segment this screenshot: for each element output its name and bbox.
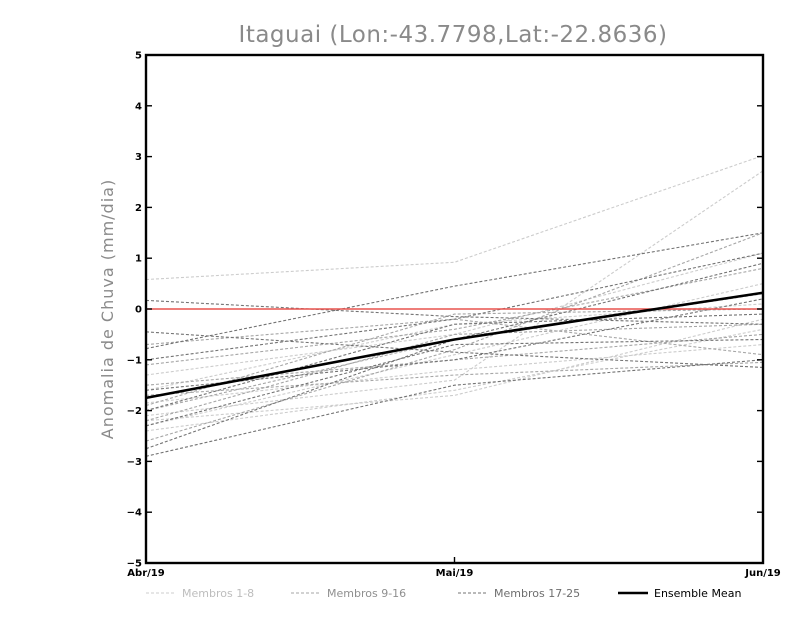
series-line-m13 xyxy=(145,318,764,356)
series-line-m18 xyxy=(145,232,764,350)
plot-area: −5 −4 −3 −2 −1 0 1 2 3 4 5 Abr/19 Mai/19 Jun/19 xyxy=(127,51,781,580)
y-tick-label: 5 xyxy=(135,51,142,62)
series-line-m5 xyxy=(145,344,764,404)
y-tick-label: 1 xyxy=(135,254,142,265)
y-tick-label: 4 xyxy=(135,101,142,112)
series-line-m19 xyxy=(145,359,764,457)
series-line-m4 xyxy=(145,328,764,432)
y-tick-label: −5 xyxy=(127,559,142,570)
series-line-m20 xyxy=(145,331,764,368)
legend-label-4: Ensemble Mean xyxy=(654,587,741,600)
y-tick-label: −1 xyxy=(127,355,142,366)
series-line-m22 xyxy=(145,262,764,450)
series-line-m24 xyxy=(145,298,764,391)
series-line-m15 xyxy=(145,323,764,422)
series-line-m9 xyxy=(145,267,764,366)
series-line-m16 xyxy=(145,361,764,396)
series-line-m17 xyxy=(145,299,764,325)
y-tick-label: −3 xyxy=(127,457,142,468)
legend-label-3: Membros 17-25 xyxy=(494,587,580,600)
series-line-m21 xyxy=(145,252,764,361)
x-tick-label: Jun/19 xyxy=(744,568,781,579)
series-line-m25 xyxy=(145,338,764,427)
legend-label-1: Membros 1-8 xyxy=(182,587,254,600)
legend-label-2: Membros 9-16 xyxy=(327,587,406,600)
series-line-m6 xyxy=(145,318,764,422)
y-tick-label: 0 xyxy=(135,305,142,316)
chart-title: Itaguai (Lon:-43.7798,Lat:-22.8636) xyxy=(239,22,668,48)
y-tick-label: −4 xyxy=(127,508,142,519)
y-tick-label: 3 xyxy=(135,152,142,163)
y-tick-label: 2 xyxy=(135,203,142,214)
series-line-m1 xyxy=(145,155,764,281)
series-line-m23 xyxy=(145,313,764,412)
series-line-m2 xyxy=(145,170,764,417)
series-line-m11 xyxy=(145,232,764,442)
x-tick-label: Abr/19 xyxy=(127,568,164,579)
series-line-m14 xyxy=(145,308,764,407)
ensemble-mean-line xyxy=(145,291,764,400)
x-tick-label: Mai/19 xyxy=(436,568,474,579)
legend: Membros 1-8 Membros 9-16 Membros 17-25 Ense… xyxy=(146,587,741,600)
y-axis-label: Anomalia de Chuva (mm/dia) xyxy=(98,179,117,439)
y-tick-label: −2 xyxy=(127,406,142,417)
